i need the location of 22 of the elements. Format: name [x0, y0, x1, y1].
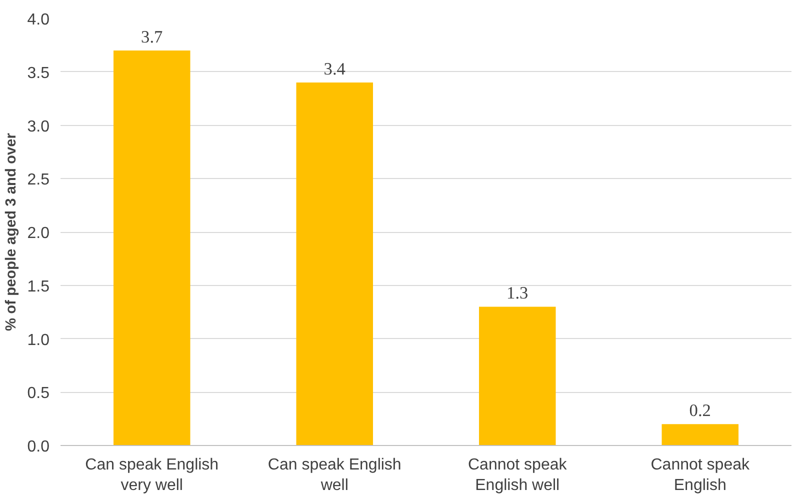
bar: [296, 82, 374, 446]
bar: [113, 50, 190, 446]
data-label: 0.2: [689, 401, 711, 420]
y-axis-title: % of people aged 3 and over: [3, 132, 20, 331]
x-tick-label: Cannot speak English well: [468, 456, 568, 494]
y-tick-label: 4.0: [27, 12, 50, 28]
data-label: 1.3: [506, 284, 528, 303]
bar: [478, 306, 556, 446]
y-tick-label: 3.5: [27, 64, 50, 82]
x-tick-label: Can speak English very well: [85, 456, 219, 494]
data-label: 3.7: [141, 28, 164, 47]
x-tick-label: Can speak English well: [268, 456, 402, 494]
data-label: 3.4: [324, 60, 346, 79]
bar: [662, 424, 739, 446]
y-tick-label: 0.0: [27, 438, 50, 456]
y-tick-label: 1.0: [27, 332, 50, 349]
x-tick-label: Cannot speak English: [650, 456, 750, 494]
y-tick-label: 1.5: [27, 278, 50, 296]
y-tick-label: 0.5: [27, 385, 50, 402]
y-tick-label: 2.0: [27, 225, 50, 242]
y-tick-label: 2.5: [27, 172, 50, 189]
y-tick-label: 3.0: [27, 118, 50, 136]
